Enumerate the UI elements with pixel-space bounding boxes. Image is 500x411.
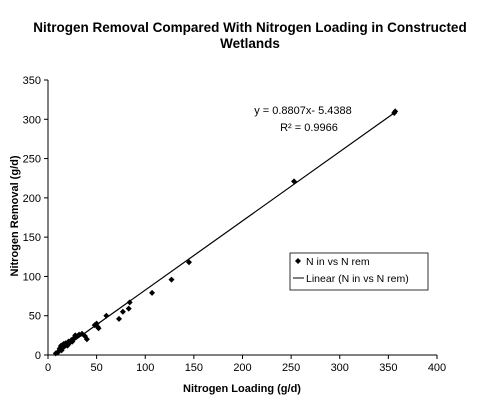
y-tick-label: 150 <box>23 232 41 244</box>
x-tick-label: 400 <box>428 362 446 374</box>
y-tick-label: 300 <box>23 114 41 126</box>
legend-diamond-marker <box>295 258 301 264</box>
x-tick-label: 200 <box>233 362 251 374</box>
y-tick-label: 0 <box>35 350 41 362</box>
legend: N in vs N rem Linear (N in vs N rem) <box>289 252 429 291</box>
data-point <box>392 108 399 115</box>
data-point <box>119 308 126 315</box>
y-tick-label: 100 <box>23 271 41 283</box>
x-tick-label: 150 <box>185 362 203 374</box>
data-point <box>125 305 132 312</box>
data-point <box>95 325 102 332</box>
data-point <box>103 312 110 319</box>
chart-title: Nitrogen Removal Compared With Nitrogen … <box>0 20 500 52</box>
data-point <box>168 276 175 283</box>
data-point <box>149 289 156 296</box>
axes: 0 50 100 150 200 250 300 350 400 0 50 100 150 200 250 3… <box>23 75 447 374</box>
x-tick-label: 0 <box>45 362 51 374</box>
x-axis-title: Nitrogen Loading (g/d) <box>183 383 301 395</box>
x-tick-label: 100 <box>136 362 154 374</box>
legend-label-points: N in vs N rem <box>306 256 370 268</box>
y-tick-label: 200 <box>23 193 41 205</box>
x-tick-label: 350 <box>379 362 397 374</box>
legend-label-trendline: Linear (N in vs N rem) <box>306 273 409 285</box>
y-tick-label: 250 <box>23 154 41 166</box>
linear-trendline <box>53 111 396 356</box>
legend-box <box>289 252 429 291</box>
r-squared-label: R² = 0.9966 <box>280 122 338 134</box>
data-point <box>126 299 133 306</box>
data-point <box>58 342 65 349</box>
x-tick-label: 250 <box>282 362 300 374</box>
x-tick-label: 50 <box>91 362 103 374</box>
data-points <box>52 108 399 357</box>
trendline-group <box>53 111 396 356</box>
data-point <box>186 259 193 266</box>
y-axis-title: Nitrogen Removal (g/d) <box>9 155 21 276</box>
y-tick-label: 350 <box>23 75 41 87</box>
chart-title-line-2: Wetlands <box>220 36 280 51</box>
data-point <box>83 336 90 343</box>
data-point <box>291 178 298 185</box>
y-tick-label: 50 <box>29 311 41 323</box>
x-tick-label: 300 <box>331 362 349 374</box>
data-point <box>115 315 122 322</box>
chart-title-line-1: Nitrogen Removal Compared With Nitrogen … <box>33 20 467 35</box>
regression-equation: y = 0.8807x- 5.4388 <box>254 105 352 117</box>
